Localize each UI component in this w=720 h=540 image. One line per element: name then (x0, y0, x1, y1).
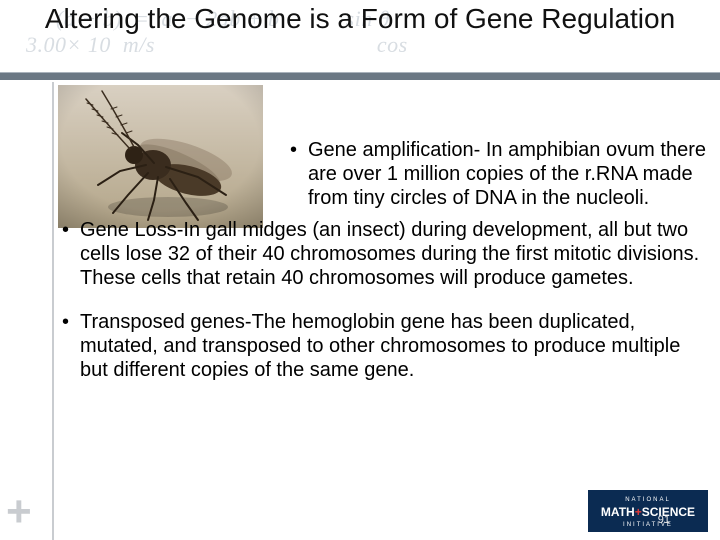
bullet-text: Gene Loss-In gall midges (an insect) dur… (80, 218, 708, 290)
vertical-divider (52, 82, 54, 540)
bullet-text: Gene amplification- In amphibian ovum th… (308, 138, 708, 210)
nms-logo: NATIONAL MATH+SCIENCE INITIATIVE (588, 490, 708, 532)
bullet-marker: • (58, 218, 80, 290)
content-area: • Gene amplification- In amphibian ovum … (58, 90, 708, 382)
slide: (a − b) = a − 2ab + b sin θ 3.00× 10 m/s… (0, 0, 720, 540)
bullet-item: • Gene Loss-In gall midges (an insect) d… (58, 216, 708, 300)
slide-title: Altering the Genome is a Form of Gene Re… (0, 0, 720, 36)
page-number: 91 (658, 514, 670, 526)
plus-decoration: + (6, 490, 32, 534)
logo-main-text: MATH+SCIENCE (601, 505, 695, 519)
logo-top-text: NATIONAL (625, 497, 671, 503)
bullet-text: Transposed genes-The hemoglobin gene has… (80, 310, 708, 382)
bullet-item: • Gene amplification- In amphibian ovum … (286, 90, 708, 216)
bullet-marker: • (58, 310, 80, 382)
bullet-item: • Transposed genes-The hemoglobin gene h… (58, 300, 708, 382)
title-underline-bar (0, 72, 720, 80)
bullet-marker: • (286, 138, 308, 210)
